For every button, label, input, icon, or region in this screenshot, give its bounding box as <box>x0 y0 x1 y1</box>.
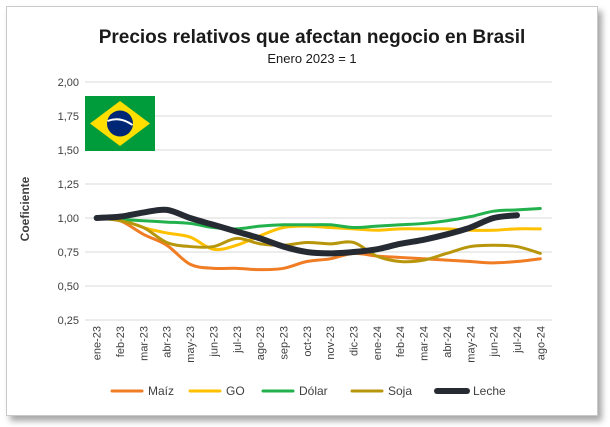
chart-frame: Precios relativos que afectan negocio en… <box>6 6 598 416</box>
x-tick-label: oct-23 <box>302 326 314 357</box>
legend: Maíz GO Dólar Soja Leche <box>110 384 506 398</box>
legend-label-soja: Soja <box>388 384 412 398</box>
gridlines <box>85 81 552 321</box>
series-line-soja <box>95 216 542 264</box>
brazil-flag-icon <box>85 96 155 151</box>
series-lines <box>93 206 542 272</box>
x-tick-label: jul-24 <box>512 326 524 354</box>
y-tick-label: 1,00 <box>58 213 79 225</box>
chart-title: Precios relativos que afectan negocio en… <box>99 27 526 48</box>
series-line-dolar <box>95 206 542 231</box>
x-tick-label: jun-23 <box>208 326 220 358</box>
y-tick-label: 0,25 <box>58 315 79 327</box>
y-tick-labels: 0,25 0,50 0,75 1,00 1,25 1,50 1,75 2,00 <box>58 77 79 327</box>
chart: Precios relativos que afectan negocio en… <box>18 27 552 398</box>
x-tick-label: abr-23 <box>162 326 174 358</box>
x-tick-label: sep-23 <box>278 326 290 360</box>
x-tick-label: may-24 <box>465 326 477 363</box>
x-tick-label: mar-23 <box>138 326 150 361</box>
x-tick-label: feb-24 <box>395 326 407 357</box>
y-tick-label: 2,00 <box>58 77 79 89</box>
x-tick-label: jun-24 <box>489 326 501 358</box>
y-tick-label: 1,50 <box>58 145 79 157</box>
x-tick-labels: ene-23 feb-23 mar-23 abr-23 may-23 jun-23 jul-… <box>92 326 548 363</box>
y-tick-label: 1,75 <box>58 111 79 123</box>
x-tick-label: may-23 <box>185 326 197 363</box>
x-tick-label: abr-24 <box>442 326 454 358</box>
x-tick-label: feb-23 <box>115 326 127 357</box>
series-line-leche <box>93 206 520 257</box>
legend-label-go: GO <box>226 384 245 398</box>
x-tick-label: ago-23 <box>255 326 267 360</box>
x-tick-label: dic-23 <box>349 326 361 356</box>
y-tick-label: 1,25 <box>58 179 79 191</box>
y-tick-label: 0,50 <box>58 281 79 293</box>
chart-subtitle: Enero 2023 = 1 <box>267 51 356 66</box>
x-tick-label: jul-23 <box>232 326 244 354</box>
series-line-maiz <box>95 216 542 272</box>
y-tick-label: 0,75 <box>58 247 79 259</box>
legend-label-maiz: Maíz <box>148 384 174 398</box>
y-axis-label: Coeficiente <box>18 176 32 241</box>
x-tick-label: mar-24 <box>419 326 431 361</box>
legend-label-dolar: Dólar <box>299 384 328 398</box>
x-tick-label: ago-24 <box>535 326 547 360</box>
x-tick-label: ene-24 <box>372 326 384 360</box>
x-tick-label: nov-23 <box>325 326 337 360</box>
legend-label-leche: Leche <box>473 384 506 398</box>
x-tick-label: ene-23 <box>92 326 104 360</box>
